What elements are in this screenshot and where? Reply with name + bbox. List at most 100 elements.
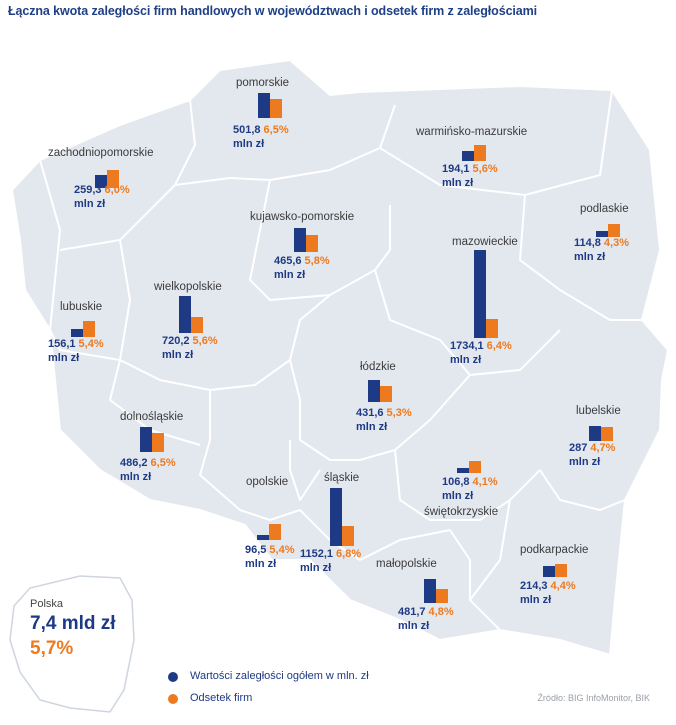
region-name-podlaskie: podlaskie	[580, 203, 629, 215]
region-unit-podlaskie: mln zł	[574, 251, 606, 263]
poland-outline	[10, 58, 670, 657]
value-bar-podlaskie	[596, 231, 608, 237]
region-percent-podkarpackie: 4,4%	[550, 580, 576, 592]
region-value-mazowieckie: 1734,1	[450, 340, 484, 352]
percent-bar-warminsko-mazurskie	[474, 144, 486, 161]
percent-bar-swietokrzyskie	[469, 460, 481, 473]
bar-pair-lubelskie	[589, 341, 615, 441]
region-percent-swietokrzyskie: 4,1%	[472, 476, 498, 488]
region-values-kujawsko-pomorskie: 465,6 5,8%	[274, 255, 330, 267]
bar-pair-mazowieckie	[474, 238, 500, 338]
percent-bar-zachodniopomorskie	[107, 170, 119, 188]
region-value-opolskie: 96,5	[245, 544, 267, 556]
value-bar-opolskie	[257, 535, 269, 540]
region-percent-lubuskie: 5,4%	[78, 338, 104, 350]
value-bar-zachodniopomorskie	[95, 174, 107, 188]
region-percent-slaskie: 6,8%	[336, 548, 362, 560]
region-unit-lubuskie: mln zł	[48, 352, 80, 364]
region-value-podlaskie: 114,8	[574, 237, 601, 249]
region-name-lubuskie: lubuskie	[60, 301, 103, 313]
percent-bar-malopolskie	[436, 588, 448, 603]
bar-pair-opolskie	[257, 440, 283, 540]
legend-value-dot	[168, 672, 178, 682]
region-name-pomorskie: pomorskie	[236, 77, 290, 89]
region-value-slaskie: 1152,1	[300, 548, 334, 560]
percent-bar-lodzkie	[380, 386, 392, 402]
value-bar-wielkopolskie	[179, 296, 191, 333]
region-value-zachodniopomorskie: 259,3	[74, 184, 102, 196]
region-values-podlaskie: 114,8 4,3%	[574, 237, 629, 249]
region-values-swietokrzyskie: 106,8 4,1%	[442, 476, 498, 488]
percent-bar-kujawsko-pomorskie	[306, 234, 318, 252]
value-bar-swietokrzyskie	[457, 467, 469, 473]
value-bar-mazowieckie	[474, 250, 486, 338]
region-name-kujawsko-pomorskie: kujawsko-pomorskie	[250, 211, 355, 223]
region-value-swietokrzyskie: 106,8	[442, 476, 470, 488]
region-percent-zachodniopomorskie: 6,0%	[104, 184, 130, 196]
region-percent-warminsko-mazurskie: 5,6%	[472, 163, 498, 175]
region-values-zachodniopomorskie: 259,3 6,0%	[74, 184, 130, 196]
value-bar-malopolskie	[424, 578, 436, 603]
region-unit-pomorskie: mln zł	[233, 138, 265, 150]
summary-outline	[9, 575, 135, 713]
region-name-lubelskie: lubelskie	[576, 405, 621, 417]
region-unit-malopolskie: mln zł	[398, 620, 430, 632]
region-values-lubelskie: 287 4,7%	[569, 442, 615, 454]
bar-pair-dolnoslaskie	[140, 352, 166, 452]
bar-pair-pomorskie	[258, 18, 284, 118]
map-title: Łączna kwota zaległości firm handlowych …	[8, 4, 538, 18]
region-values-mazowieckie: 1734,1 6,4%	[450, 340, 512, 352]
region-unit-swietokrzyskie: mln zł	[442, 490, 474, 502]
percent-bar-podlaskie	[608, 224, 620, 237]
percent-bar-pomorskie	[270, 98, 282, 118]
region-value-lodzkie: 431,6	[356, 407, 384, 419]
region-value-wielkopolskie: 720,2	[162, 335, 190, 347]
region-unit-slaskie: mln zł	[300, 562, 332, 574]
value-bar-slaskie	[330, 487, 342, 546]
region-percent-lodzkie: 5,3%	[386, 407, 412, 419]
region-value-malopolskie: 481,7	[398, 606, 426, 618]
region-value-podkarpackie: 214,3	[520, 580, 548, 592]
region-values-wielkopolskie: 720,2 5,6%	[162, 335, 218, 347]
bar-pair-kujawsko-pomorskie	[294, 152, 320, 252]
region-unit-lubelskie: mln zł	[569, 456, 601, 468]
percent-bar-mazowieckie	[486, 319, 498, 338]
legend-percent-label: Odsetek firm	[190, 692, 253, 704]
value-bar-lubuskie	[71, 329, 83, 337]
region-percent-mazowieckie: 6,4%	[486, 340, 512, 352]
bar-pair-podkarpackie	[543, 477, 569, 577]
region-name-warminsko-mazurskie: warmińsko-mazurskie	[416, 126, 528, 138]
percent-bar-lubelskie	[601, 427, 613, 441]
region-unit-warminsko-mazurskie: mln zł	[442, 177, 474, 189]
value-bar-pomorskie	[258, 92, 270, 118]
region-unit-opolskie: mln zł	[245, 558, 277, 570]
region-unit-dolnoslaskie: mln zł	[120, 471, 152, 483]
region-name-lodzkie: łódzkie	[360, 361, 396, 373]
region-value-lubelskie: 287	[569, 442, 588, 454]
region-percent-kujawsko-pomorskie: 5,8%	[304, 255, 330, 267]
region-values-slaskie: 1152,1 6,8%	[300, 548, 361, 560]
region-value-pomorskie: 501,8	[233, 124, 261, 136]
region-unit-podkarpackie: mln zł	[520, 594, 552, 606]
region-values-malopolskie: 481,7 4,8%	[398, 606, 454, 618]
region-percent-pomorskie: 6,5%	[263, 124, 289, 136]
value-bar-lodzkie	[368, 380, 380, 402]
bar-pair-warminsko-mazurskie	[462, 61, 488, 161]
legend-value-label: Wartości zaległości ogółem w mln. zł	[190, 670, 369, 682]
bar-pair-lodzkie	[368, 302, 394, 402]
region-name-zachodniopomorskie: zachodniopomorskie	[48, 147, 154, 159]
region-value-warminsko-mazurskie: 194,1	[442, 163, 470, 175]
value-bar-dolnoslaskie	[140, 427, 152, 452]
region-name-slaskie: śląskie	[324, 472, 360, 484]
value-bar-lubelskie	[589, 426, 601, 441]
region-value-lubuskie: 156,1	[48, 338, 76, 350]
percent-bar-opolskie	[269, 524, 281, 540]
percent-bar-slaskie	[342, 526, 354, 546]
legend-percent-dot	[168, 694, 178, 704]
bar-pair-slaskie	[330, 446, 356, 546]
region-name-podkarpackie: podkarpackie	[520, 544, 589, 556]
summary-label: Polska	[30, 598, 64, 610]
summary-percent: 5,7%	[30, 638, 74, 659]
region-unit-zachodniopomorskie: mln zł	[74, 198, 106, 210]
region-values-podkarpackie: 214,3 4,4%	[520, 580, 576, 592]
